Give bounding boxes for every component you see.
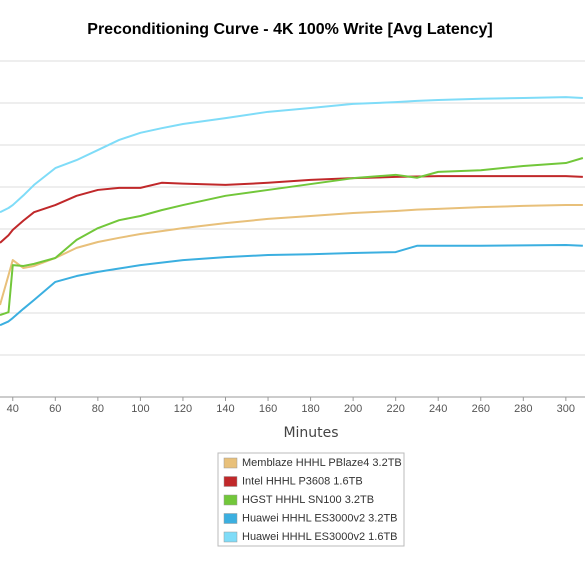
legend-label: Memblaze HHHL PBlaze4 3.2TB [242, 457, 402, 469]
x-tick-label: 120 [174, 403, 192, 415]
x-tick-label: 140 [216, 403, 234, 415]
series-line [0, 243, 583, 327]
legend-swatch [223, 457, 238, 469]
legend-label: Intel HHHL P3608 1.6TB [242, 475, 363, 487]
legend-swatch [223, 531, 238, 543]
legend-swatch [223, 494, 238, 506]
series-line [0, 96, 583, 214]
x-tick-label: 80 [92, 403, 104, 415]
x-tick-label: 180 [301, 403, 319, 415]
legend-swatch [223, 513, 238, 524]
x-tick-label: 260 [472, 403, 490, 415]
legend-box [217, 452, 405, 547]
series-line [0, 204, 583, 306]
x-axis-label: Minutes [283, 425, 338, 441]
x-tick-label: 240 [429, 403, 447, 415]
legend-label: HGST HHHL SN100 3.2TB [242, 494, 374, 506]
legend-label: Huawei HHHL ES3000v2 3.2TB [242, 512, 398, 524]
lines [0, 96, 584, 327]
series-line [0, 157, 584, 317]
x-tick-label: 300 [557, 403, 575, 415]
x-tick-label: 220 [386, 403, 404, 415]
x-tick-label: 100 [131, 403, 149, 415]
x-tick-label: 200 [344, 403, 362, 415]
x-tick-label: 160 [259, 403, 277, 415]
x-tick-label: 280 [514, 403, 532, 415]
x-tick-label: 60 [49, 403, 61, 415]
chart-title: Preconditioning Curve - 4K 100% Write [A… [87, 21, 492, 38]
legend-label: Huawei HHHL ES3000v2 1.6TB [242, 531, 398, 543]
x-tick-label: 40 [7, 403, 19, 415]
legend-swatch [223, 476, 238, 487]
series-line [0, 175, 583, 244]
legend: Memblaze HHHL PBlaze4 3.2TB Intel HHHL P3… [223, 457, 402, 543]
grid: 40 60 80 100 120 140 160 180 200 220 240 260 280 300 [0, 60, 585, 415]
